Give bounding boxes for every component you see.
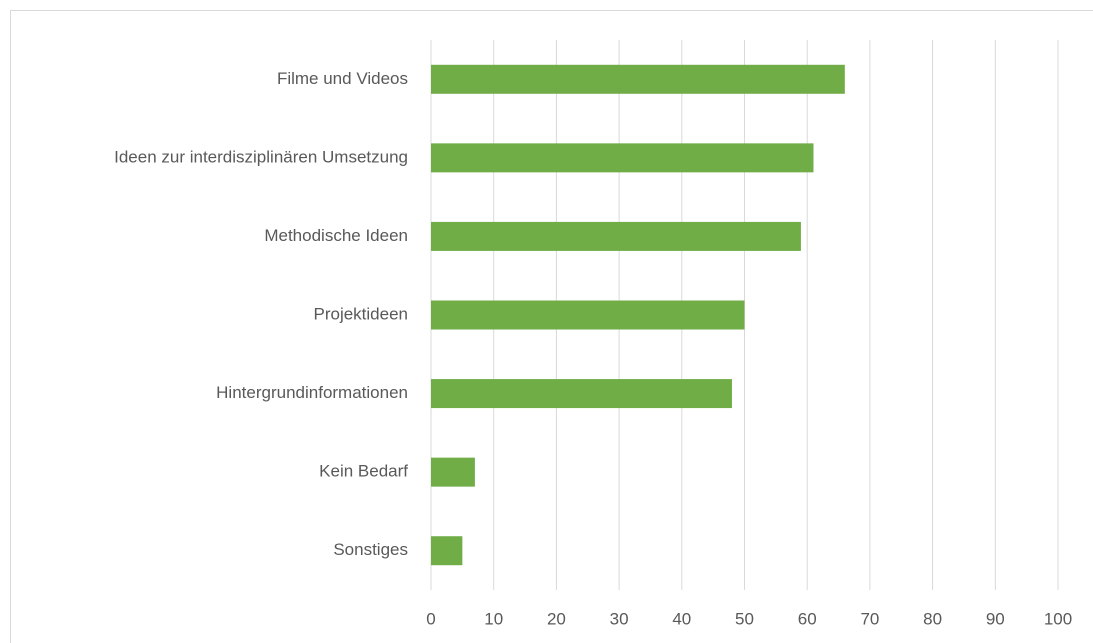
bar bbox=[431, 379, 732, 409]
x-tick-label: 60 bbox=[798, 609, 817, 628]
x-tick-label: 90 bbox=[986, 609, 1005, 628]
bar bbox=[431, 221, 801, 251]
chart-frame bbox=[10, 10, 1093, 643]
x-tick-label: 50 bbox=[735, 609, 754, 628]
y-tick-label: Projektideen bbox=[313, 304, 408, 323]
y-tick-label: Ideen zur interdisziplinären Umsetzung bbox=[114, 147, 408, 166]
y-tick-label: Methodische Ideen bbox=[264, 226, 408, 245]
bar bbox=[431, 64, 845, 94]
x-tick-label: 20 bbox=[547, 609, 566, 628]
x-tick-label: 80 bbox=[923, 609, 942, 628]
bar bbox=[431, 300, 745, 330]
bar bbox=[431, 457, 475, 487]
bar bbox=[431, 536, 463, 566]
y-tick-label: Hintergrundinformationen bbox=[216, 383, 408, 402]
x-tick-label: 70 bbox=[860, 609, 879, 628]
x-tick-label: 30 bbox=[610, 609, 629, 628]
x-tick-label: 0 bbox=[426, 609, 435, 628]
y-tick-label: Filme und Videos bbox=[277, 69, 408, 88]
bar bbox=[431, 143, 814, 173]
x-tick-label: 100 bbox=[1044, 609, 1072, 628]
x-tick-label: 10 bbox=[484, 609, 503, 628]
x-tick-label: 40 bbox=[672, 609, 691, 628]
y-tick-label: Sonstiges bbox=[333, 540, 408, 559]
y-tick-label: Kein Bedarf bbox=[319, 462, 408, 481]
